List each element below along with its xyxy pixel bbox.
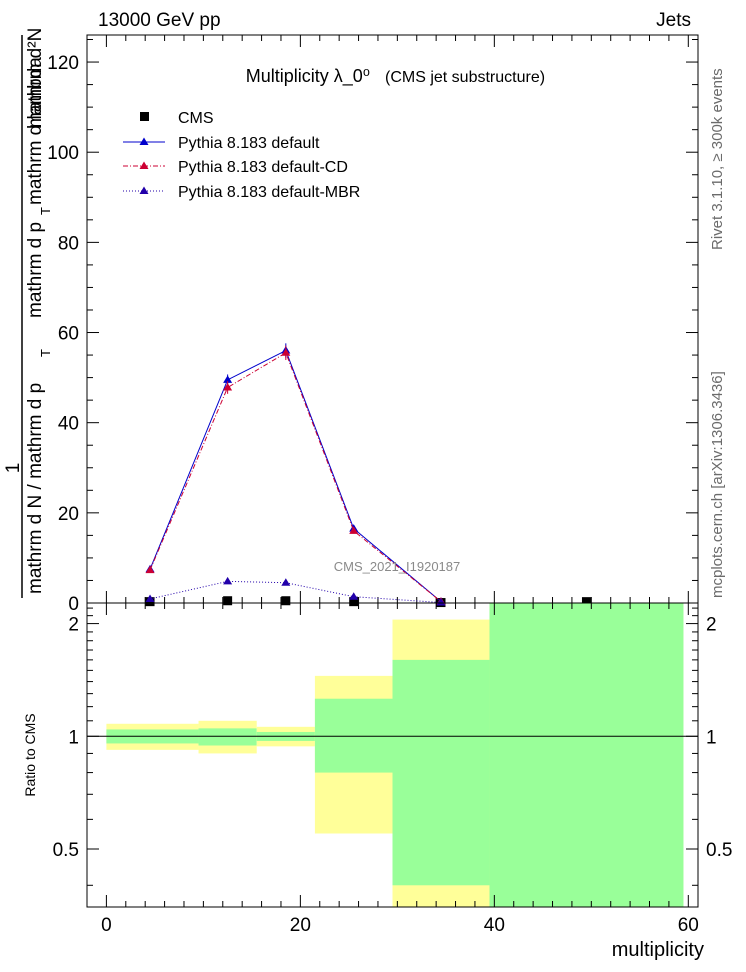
x-axis-label: multiplicity [612, 939, 704, 961]
ratio-y-tick-label: 2 [68, 615, 79, 636]
main-y-tick-label: 40 [58, 414, 79, 435]
main-panel: Multiplicity λ_0⁰ (CMS jet substructure)… [3, 28, 699, 615]
mcplots-note: mcplots.cern.ch [arXiv:1306.3436] [709, 371, 726, 598]
ratio-y-tick-label-right: 1 [706, 727, 717, 748]
process-label: Jets [656, 10, 691, 31]
main-y-tick-label: 60 [58, 324, 79, 345]
ratio-y-tick-label-right: 0.5 [706, 840, 732, 861]
series-line-2 [149, 352, 442, 603]
cms-data-point [581, 597, 591, 607]
x-tick-label: 60 [678, 915, 699, 936]
legend-label-default: Pythia 8.183 default [178, 135, 320, 152]
y-label-top-dp: mathrm d p [25, 222, 46, 318]
y-label-bottom: mathrm d N / mathrm d p [25, 383, 46, 594]
ratio-y-label: Ratio to CMS [22, 713, 38, 796]
ratio-y-tick-label: 1 [68, 727, 79, 748]
y-label-top-dlambda: mathrm d lambda [25, 57, 46, 205]
series-marker-2 [145, 565, 155, 574]
legend-marker-default [139, 137, 149, 145]
series-marker-2 [281, 348, 291, 356]
main-y-tick-label: 80 [58, 233, 79, 254]
y-label-sub-t-bottom: T [38, 349, 53, 357]
cms-data-point [223, 596, 233, 606]
main-y-tick-label: 0 [68, 594, 79, 615]
ratio-frame [86, 602, 699, 908]
y-label-top-d2n: mathrm d²N [25, 28, 46, 128]
main-y-tick-label: 20 [58, 504, 79, 525]
legend-marker-mbr [139, 186, 149, 194]
legend-label-cd: Pythia 8.183 default-CD [178, 159, 348, 176]
series-marker-3 [281, 578, 291, 586]
ratio-bands [87, 603, 698, 907]
x-tick-label: 40 [484, 915, 505, 936]
legend-label-mbr: Pythia 8.183 default-MBR [178, 184, 360, 201]
legend-label-cms: CMS [178, 110, 214, 127]
ratio-stat-band [198, 728, 257, 746]
y-label-numerator: 1 [3, 463, 24, 474]
series-marker-3 [145, 594, 155, 602]
main-axis-ticks: 0 20 40 60 80 100 120 [47, 35, 698, 615]
ratio-axis-ticks: 0.5 0.51 12 20 20 40 60 [53, 603, 732, 936]
rivet-note: Rivet 3.1.10, ≥ 300k events [709, 68, 726, 250]
cms-data-point [349, 597, 359, 607]
ratio-y-tick-label-right: 2 [706, 615, 717, 636]
main-y-tick-label: 120 [47, 53, 79, 74]
ratio-stat-band [392, 659, 490, 886]
legend-marker-cd [139, 161, 149, 169]
chart-subtitle: (CMS jet substructure) [385, 69, 545, 86]
series-marker-3 [349, 592, 359, 600]
series-marker-2 [349, 526, 359, 534]
analysis-id-watermark: CMS_2021_I1920187 [334, 559, 461, 574]
legend-marker-cms [140, 112, 149, 121]
ratio-stat-band [489, 603, 684, 907]
series-marker-1 [223, 375, 233, 383]
main-y-tick-label: 100 [47, 143, 79, 164]
series-marker-2 [223, 383, 233, 391]
x-tick-label: 0 [101, 915, 112, 936]
ratio-stat-band [314, 698, 393, 773]
chart-title: Multiplicity λ_0⁰ [246, 66, 370, 87]
legend: CMS Pythia 8.183 default Pythia 8.183 de… [123, 110, 360, 201]
series-marker-3 [436, 598, 446, 606]
series-marker-3 [223, 576, 233, 585]
energy-label: 13000 GeV pp [98, 10, 221, 31]
ratio-y-tick-label: 0.5 [53, 840, 79, 861]
cms-data-point [281, 596, 291, 606]
y-axis-label: 1 mathrm d N / mathrm d p mathrm d²N mat… [3, 28, 53, 598]
x-tick-label: 20 [290, 915, 311, 936]
y-label-sub-t-top: T [38, 207, 53, 215]
main-series [145, 343, 591, 608]
ratio-panel: 0.5 0.51 12 20 20 40 60 Ratio to CMS multiplic… [22, 602, 732, 961]
